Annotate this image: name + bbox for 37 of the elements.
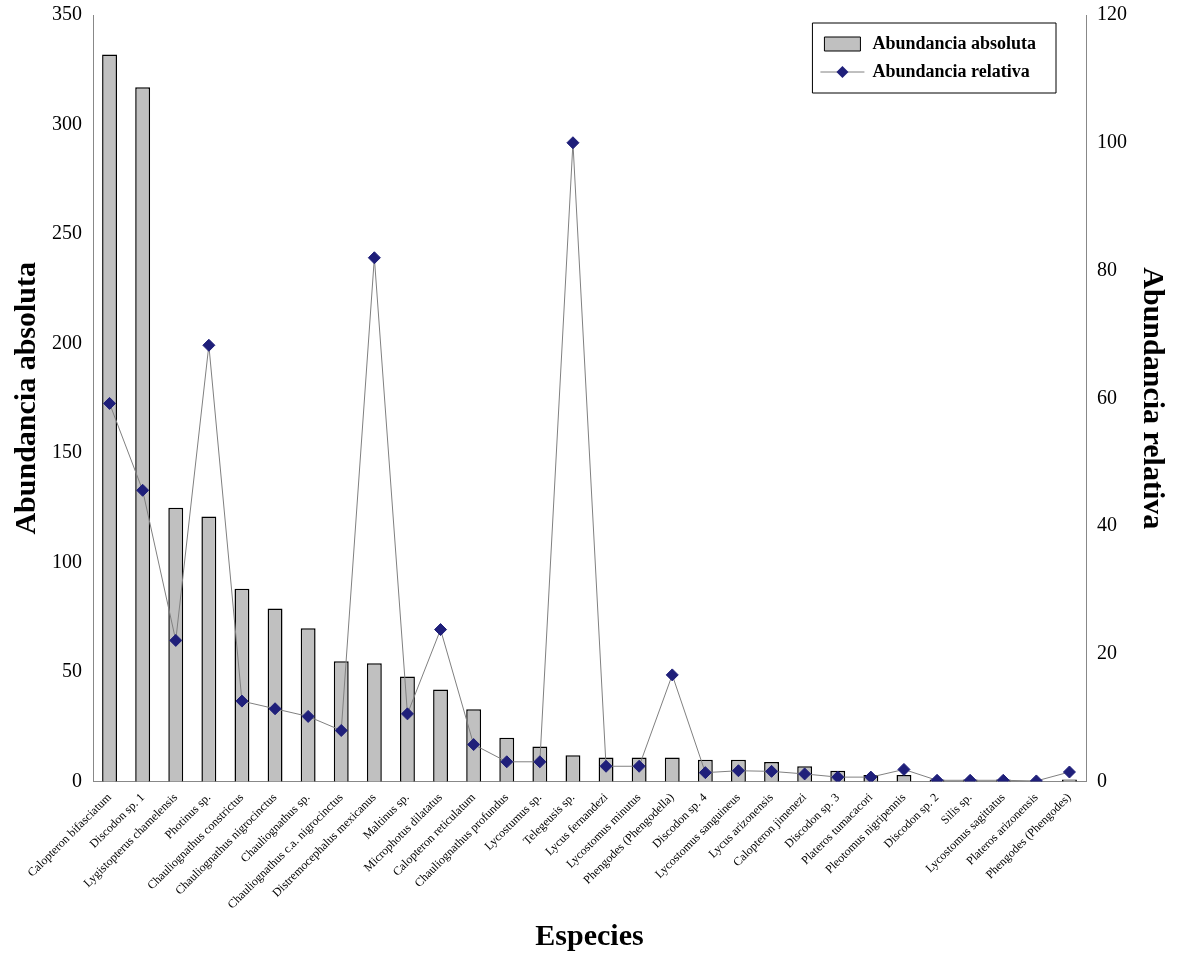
x-axis-title: Especies: [535, 917, 644, 951]
point: [400, 707, 414, 721]
y-tick-label: 150: [52, 440, 82, 463]
legend-label: Abundancia absoluta: [872, 32, 1037, 53]
point: [235, 694, 249, 708]
y2-axis-title: Abundancia relativa: [1138, 267, 1172, 530]
legend-label: Abundancia relativa: [872, 60, 1030, 81]
y-axis-title: Abundancia absoluta: [7, 261, 41, 535]
point: [566, 136, 580, 150]
point: [665, 668, 679, 682]
point: [169, 633, 183, 647]
point: [268, 702, 282, 716]
y2-tick-label: 0: [1097, 768, 1107, 791]
point: [136, 483, 150, 497]
y-tick-label: 350: [52, 2, 82, 25]
y2-tick-label: 80: [1097, 257, 1117, 280]
point: [864, 770, 878, 782]
y-tick-label: 200: [52, 330, 82, 353]
point: [334, 723, 348, 737]
point: [202, 338, 216, 352]
point: [1062, 765, 1076, 779]
y-tick-label: 250: [52, 221, 82, 244]
y-tick-label: 50: [62, 659, 82, 682]
point: [103, 396, 117, 410]
point: [434, 623, 448, 637]
y2-tick-label: 100: [1097, 130, 1127, 153]
y-tick-label: 300: [52, 111, 82, 134]
y2-tick-label: 40: [1097, 513, 1117, 536]
point: [301, 709, 315, 723]
y2-tick-label: 120: [1097, 2, 1127, 25]
y-tick-label: 0: [72, 768, 82, 791]
point: [897, 762, 911, 776]
point: [467, 738, 481, 752]
y2-tick-label: 20: [1097, 641, 1117, 664]
y-tick-label: 100: [52, 549, 82, 572]
y2-tick-label: 60: [1097, 385, 1117, 408]
point: [367, 251, 381, 265]
